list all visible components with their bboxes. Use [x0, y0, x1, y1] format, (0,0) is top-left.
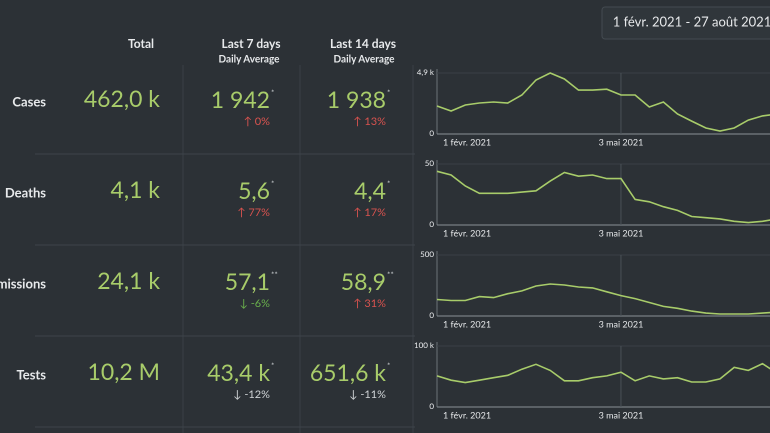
average-value: 651,6 k: [310, 358, 386, 386]
footnote-mark: *: [271, 178, 274, 188]
footnote-mark: *: [387, 87, 390, 97]
footnote-mark: *: [271, 87, 274, 97]
footnote-mark: *: [387, 360, 390, 370]
average-value: 43,4 k: [207, 358, 270, 386]
total-value: 10,2 M: [88, 357, 160, 385]
change-value: ↑ 13%: [353, 115, 386, 128]
y-tick-label: 0: [429, 219, 434, 229]
footnote-mark: *: [387, 178, 390, 188]
sparkline: [436, 170, 770, 224]
x-tick-label: 1 févr. 2021: [443, 409, 491, 420]
total-value: 462,0 k: [84, 84, 160, 112]
row-label: Admissions: [0, 275, 46, 291]
average-value: 1 942: [211, 85, 270, 113]
average-value: 5,6: [238, 176, 270, 204]
y-tick-label: 0: [429, 128, 434, 138]
change-value: ↑ 77%: [237, 206, 270, 219]
sparkline: [436, 362, 770, 384]
x-tick-label: 3 mai 2021: [599, 136, 644, 147]
footnote-mark: **: [387, 269, 394, 279]
date-range[interactable]: 1 févr. 2021 - 27 août 2021: [613, 13, 770, 29]
col-header: Total: [128, 36, 154, 51]
y-tick-label: 4,9 k: [417, 67, 435, 77]
y-tick-label: 50: [425, 158, 435, 168]
x-tick-label: 1 févr. 2021: [443, 318, 491, 329]
x-tick-label: 3 mai 2021: [599, 318, 644, 329]
average-value: 1 938: [327, 85, 386, 113]
col-subheader: Daily Average: [219, 54, 281, 66]
row-label: Deaths: [5, 184, 46, 200]
change-value: ↓ -6%: [240, 297, 271, 310]
x-tick-label: 1 févr. 2021: [443, 136, 491, 147]
average-value: 4,4: [354, 176, 386, 204]
sparkline: [436, 283, 770, 315]
total-value: 24,1 k: [97, 266, 160, 294]
average-value: 58,9: [341, 267, 386, 295]
y-tick-label: 500: [420, 249, 434, 259]
x-tick-label: 3 mai 2021: [599, 409, 644, 420]
average-value: 57,1: [225, 267, 270, 295]
col-header: Last 7 days: [221, 36, 280, 51]
col-header: Last 14 days: [330, 36, 396, 51]
footnote-mark: *: [271, 360, 274, 370]
col-subheader: Daily Average: [334, 54, 396, 66]
x-tick-label: 3 mai 2021: [599, 227, 644, 238]
y-tick-label: 0: [429, 401, 434, 411]
change-value: ↑ 31%: [353, 297, 386, 310]
y-tick-label: 100 k: [414, 340, 435, 350]
change-value: ↓ -11%: [349, 388, 386, 401]
change-value: ↓ -12%: [233, 388, 270, 401]
x-tick-label: 1 févr. 2021: [443, 227, 491, 238]
sparkline: [436, 72, 770, 132]
row-label: Cases: [12, 93, 46, 109]
footnote-mark: **: [271, 269, 278, 279]
y-tick-label: 0: [429, 310, 434, 320]
total-value: 4,1 k: [111, 175, 161, 203]
change-value: ↑ 0%: [244, 115, 270, 128]
row-label: Tests: [17, 366, 47, 382]
date-range-box[interactable]: [601, 6, 770, 40]
change-value: ↑ 17%: [353, 206, 386, 219]
